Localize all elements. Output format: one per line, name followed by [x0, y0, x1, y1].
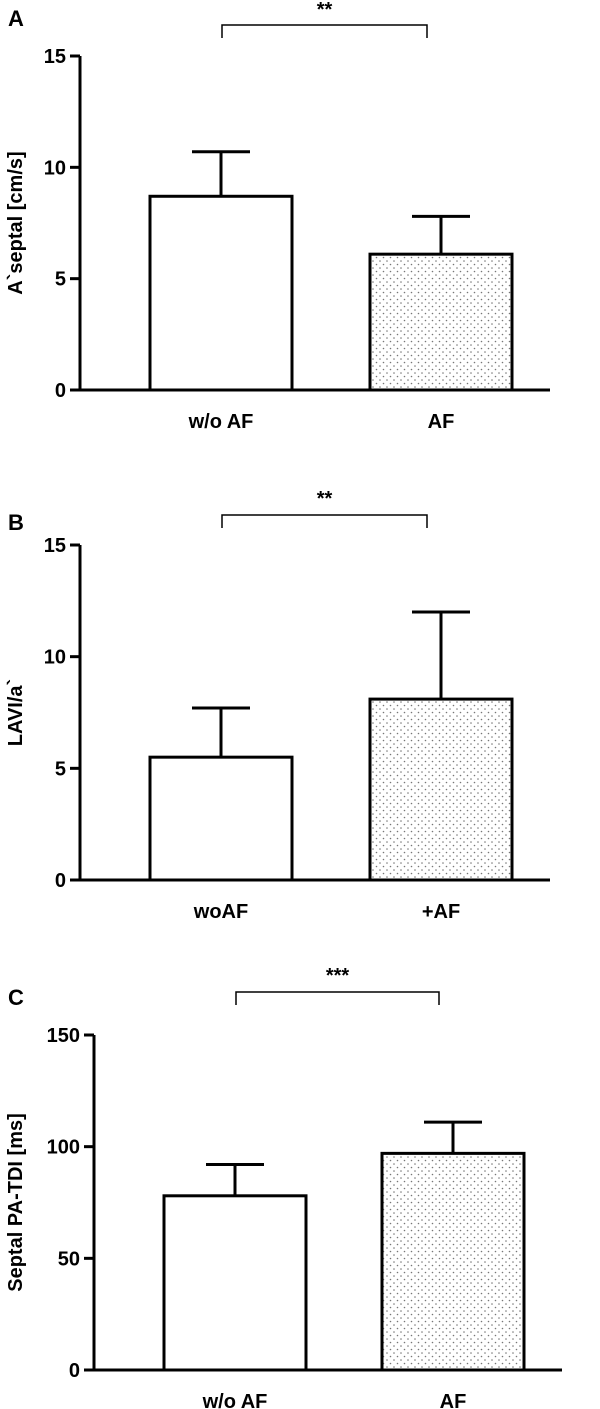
bar-af [368, 697, 514, 882]
y-tick-label: 0 [55, 380, 66, 402]
y-tick-label: 0 [69, 1360, 80, 1382]
x-category-label: w/o AF [202, 1391, 268, 1409]
y-tick-label: 150 [47, 1025, 80, 1047]
significance-label: *** [326, 965, 350, 987]
y-tick-label: 50 [58, 1248, 80, 1270]
y-axis-label: A`septal [cm/s] [5, 151, 27, 294]
chart-panel-a: A 0 5 10 15 A`septal [cm/s] w/o AF AF ** [5, 0, 550, 433]
significance-bracket [235, 991, 440, 1005]
panel-label: A [8, 6, 24, 31]
bar-af [380, 1151, 526, 1372]
y-tick-label: 10 [44, 647, 66, 669]
y-tick-label: 15 [44, 535, 66, 557]
bar-control [148, 755, 294, 882]
y-axis-label: Septal PA-TDI [ms] [5, 1113, 27, 1292]
x-category-label: woAF [193, 901, 248, 923]
x-category-label: AF [440, 1391, 467, 1409]
y-tick-label: 10 [44, 157, 66, 179]
chart-panel-c: C 0 50 100 150 Septal PA-TDI [ms] w/o AF AF *** [5, 965, 562, 1409]
y-tick-label: 5 [55, 269, 66, 291]
bar-control [148, 194, 294, 392]
x-category-label: AF [428, 411, 455, 433]
significance-label: ** [317, 488, 333, 510]
x-category-label: w/o AF [188, 411, 254, 433]
y-tick-label: 100 [47, 1137, 80, 1159]
y-axis-label: LAVI/a` [5, 679, 27, 746]
bar-control [162, 1194, 308, 1372]
significance-bracket [221, 24, 428, 38]
y-tick-label: 15 [44, 46, 66, 68]
significance-bracket [221, 514, 428, 528]
x-category-label: +AF [422, 901, 460, 923]
bar-af [368, 252, 514, 392]
y-tick-label: 0 [55, 870, 66, 892]
y-tick-label: 5 [55, 758, 66, 780]
panel-label: B [8, 510, 24, 535]
significance-label: ** [317, 0, 333, 21]
chart-panel-b: B 0 5 10 15 LAVI/a` woAF +AF ** [5, 488, 550, 923]
panel-label: C [8, 985, 24, 1010]
